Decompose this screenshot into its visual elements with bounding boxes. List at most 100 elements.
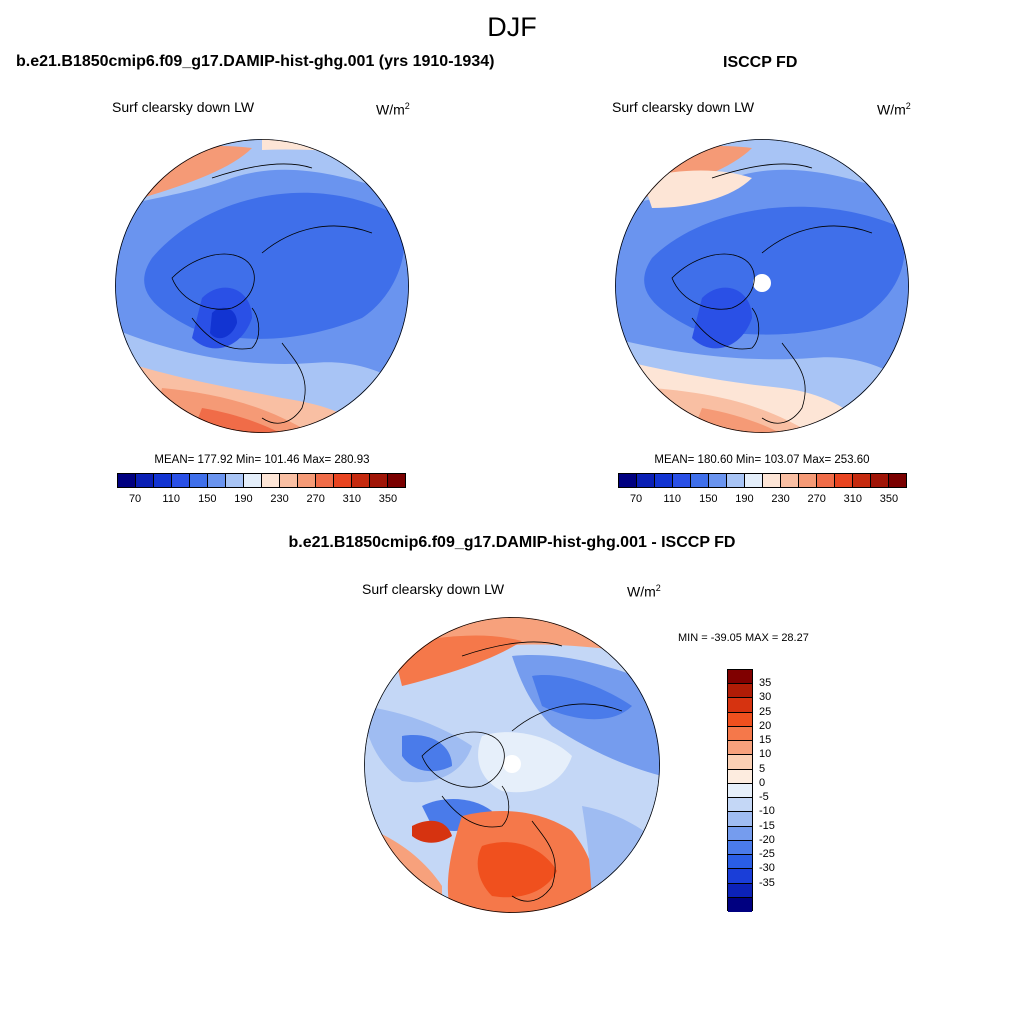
colorbar-tick-label: -25 (759, 848, 775, 861)
colorbar-tick-label: 150 (198, 493, 217, 505)
colorbar-swatch (208, 474, 226, 487)
colorbar-swatch (619, 474, 637, 487)
colorbar-swatch (728, 684, 752, 699)
colorbar-swatch (763, 474, 781, 487)
colorbar-tick-label: 110 (663, 493, 681, 505)
colorbar-swatch (637, 474, 655, 487)
panel-3-colorbar-labels: 35 30 25 20 15 10 5 0 -5 -10 -15 -20 -25 -30 -35 (759, 669, 809, 911)
colorbar-tick-label: 350 (879, 493, 899, 505)
colorbar-swatch (835, 474, 853, 487)
panel-1-stats: MEAN= 177.92 Min= 101.46 Max= 280.93 (154, 454, 370, 466)
panel-1-colorbar (117, 473, 406, 488)
colorbar-swatch (728, 783, 752, 799)
colorbar-tick-label: -15 (759, 819, 775, 832)
colorbar-swatch (727, 474, 745, 487)
colorbar-swatch (334, 474, 352, 487)
colorbar-swatch (190, 474, 208, 487)
colorbar-tick-label: -35 (759, 876, 775, 889)
colorbar-swatch (262, 474, 280, 487)
colorbar-swatch (728, 741, 752, 756)
panel-2-polar-map (615, 139, 909, 433)
colorbar-swatch (817, 474, 835, 487)
colorbar-swatch (388, 474, 405, 487)
colorbar-swatch (728, 812, 752, 827)
colorbar-swatch (673, 474, 691, 487)
colorbar-swatch (728, 726, 752, 742)
colorbar-tick-label: 35 (759, 677, 772, 690)
colorbar-tick-label: 25 (759, 705, 772, 718)
colorbar-swatch (728, 883, 752, 898)
colorbar-swatch (799, 474, 817, 487)
colorbar-tick-label: 110 (162, 493, 180, 505)
colorbar-swatch (172, 474, 190, 487)
panel-3-title: b.e21.B1850cmip6.f09_g17.DAMIP-hist-ghg.… (288, 534, 736, 551)
panel-2-title: ISCCP FD (723, 54, 798, 71)
panel-2-colorbar-labels: 70 110 150 190 230 270 310 350 (618, 493, 907, 507)
colorbar-tick-label: 150 (699, 493, 718, 505)
colorbar-tick-label: 20 (759, 719, 772, 732)
colorbar-swatch (853, 474, 871, 487)
colorbar-tick-label: -5 (759, 791, 769, 804)
colorbar-swatch (280, 474, 298, 487)
colorbar-swatch (781, 474, 799, 487)
colorbar-swatch (728, 855, 752, 870)
colorbar-swatch (244, 474, 262, 487)
main-title: DJF (487, 12, 537, 42)
panel-3-variable: Surf clearsky down LW (362, 581, 505, 597)
colorbar-swatch (136, 474, 154, 487)
colorbar-tick-label: 70 (629, 493, 643, 505)
colorbar-tick-label: 190 (735, 493, 754, 505)
colorbar-swatch (728, 840, 752, 856)
panel-1-unit: W/m2 (376, 101, 410, 118)
colorbar-swatch (298, 474, 316, 487)
colorbar-swatch (728, 698, 752, 713)
colorbar-swatch (871, 474, 889, 487)
colorbar-swatch (728, 755, 752, 770)
colorbar-swatch (728, 670, 752, 685)
colorbar-swatch (728, 712, 752, 727)
colorbar-tick-label: 270 (306, 493, 325, 505)
panel-3-minmax: MIN = -39.05 MAX = 28.27 (678, 632, 809, 644)
colorbar-tick-label: 70 (128, 493, 142, 505)
colorbar-swatch (728, 897, 752, 912)
panel-1-polar-map (115, 139, 409, 433)
colorbar-tick-label: 350 (378, 493, 398, 505)
colorbar-swatch (316, 474, 334, 487)
colorbar-swatch (691, 474, 709, 487)
panel-1-variable: Surf clearsky down LW (112, 99, 255, 115)
colorbar-tick-label: 5 (759, 762, 766, 775)
panel-2-unit: W/m2 (877, 101, 911, 118)
panel-3-unit: W/m2 (627, 583, 661, 600)
colorbar-tick-label: 230 (270, 493, 289, 505)
colorbar-swatch (352, 474, 370, 487)
colorbar-tick-label: -20 (759, 833, 775, 846)
panel-2-colorbar (618, 473, 907, 488)
panel-3-colorbar (727, 669, 753, 912)
colorbar-swatch (118, 474, 136, 487)
colorbar-tick-label: 270 (807, 493, 826, 505)
colorbar-swatch (728, 826, 752, 841)
colorbar-tick-label: 30 (759, 691, 772, 704)
colorbar-swatch (728, 798, 752, 813)
panel-2-variable: Surf clearsky down LW (612, 99, 755, 115)
panel-1-title: b.e21.B1850cmip6.f09_g17.DAMIP-hist-ghg.… (16, 53, 495, 70)
colorbar-swatch (728, 869, 752, 884)
colorbar-tick-label: 0 (759, 776, 766, 789)
colorbar-swatch (655, 474, 673, 487)
colorbar-tick-label: 310 (342, 493, 361, 505)
colorbar-tick-label: 10 (759, 748, 772, 761)
panel-3-polar-map (364, 617, 660, 913)
colorbar-tick-label: 15 (759, 734, 772, 747)
colorbar-tick-label: -30 (759, 862, 775, 875)
colorbar-swatch (370, 474, 388, 487)
colorbar-tick-label: 310 (843, 493, 862, 505)
panel-1-colorbar-labels: 70 110 150 190 230 270 310 350 (117, 493, 406, 507)
colorbar-tick-label: 190 (234, 493, 253, 505)
colorbar-swatch (889, 474, 906, 487)
colorbar-swatch (745, 474, 763, 487)
colorbar-tick-label: 230 (771, 493, 790, 505)
colorbar-swatch (709, 474, 727, 487)
panel-2-stats: MEAN= 180.60 Min= 103.07 Max= 253.60 (654, 454, 870, 466)
colorbar-swatch (226, 474, 244, 487)
colorbar-tick-label: -10 (759, 805, 775, 818)
